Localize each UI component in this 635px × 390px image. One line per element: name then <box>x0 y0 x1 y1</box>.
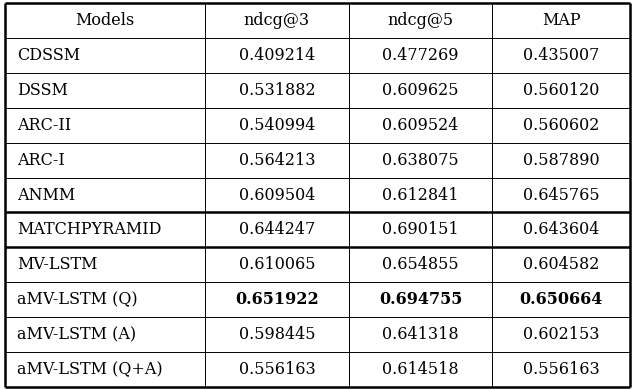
Text: 0.602153: 0.602153 <box>523 326 599 343</box>
Text: DSSM: DSSM <box>17 82 68 99</box>
Text: 0.540994: 0.540994 <box>239 117 315 134</box>
Text: CDSSM: CDSSM <box>17 47 80 64</box>
Text: 0.645765: 0.645765 <box>523 186 599 204</box>
Text: 0.654855: 0.654855 <box>382 256 459 273</box>
Text: 0.650664: 0.650664 <box>519 291 603 308</box>
Text: ARC-I: ARC-I <box>17 152 65 168</box>
Text: 0.609625: 0.609625 <box>382 82 459 99</box>
Text: 0.598445: 0.598445 <box>239 326 315 343</box>
Text: 0.610065: 0.610065 <box>239 256 315 273</box>
Text: MV-LSTM: MV-LSTM <box>17 256 98 273</box>
Text: ndcg@3: ndcg@3 <box>244 12 310 29</box>
Text: 0.435007: 0.435007 <box>523 47 599 64</box>
Text: 0.612841: 0.612841 <box>382 186 459 204</box>
Text: 0.690151: 0.690151 <box>382 222 459 238</box>
Text: 0.409214: 0.409214 <box>239 47 315 64</box>
Text: aMV-LSTM (Q): aMV-LSTM (Q) <box>17 291 138 308</box>
Text: 0.531882: 0.531882 <box>239 82 315 99</box>
Text: 0.560120: 0.560120 <box>523 82 599 99</box>
Text: 0.643604: 0.643604 <box>523 222 599 238</box>
Text: 0.556163: 0.556163 <box>523 361 599 378</box>
Text: MATCHPYRAMID: MATCHPYRAMID <box>17 222 161 238</box>
Text: MAP: MAP <box>542 12 580 29</box>
Text: 0.644247: 0.644247 <box>239 222 315 238</box>
Text: 0.609504: 0.609504 <box>239 186 315 204</box>
Text: ANMM: ANMM <box>17 186 76 204</box>
Text: 0.694755: 0.694755 <box>379 291 462 308</box>
Text: aMV-LSTM (A): aMV-LSTM (A) <box>17 326 136 343</box>
Text: 0.651922: 0.651922 <box>235 291 319 308</box>
Text: ARC-II: ARC-II <box>17 117 71 134</box>
Text: 0.556163: 0.556163 <box>239 361 315 378</box>
Text: 0.614518: 0.614518 <box>382 361 459 378</box>
Text: Models: Models <box>76 12 135 29</box>
Text: 0.641318: 0.641318 <box>382 326 459 343</box>
Text: 0.560602: 0.560602 <box>523 117 599 134</box>
Text: 0.564213: 0.564213 <box>239 152 315 168</box>
Text: aMV-LSTM (Q+A): aMV-LSTM (Q+A) <box>17 361 163 378</box>
Text: 0.477269: 0.477269 <box>382 47 459 64</box>
Text: 0.604582: 0.604582 <box>523 256 599 273</box>
Text: ndcg@5: ndcg@5 <box>387 12 453 29</box>
Text: 0.609524: 0.609524 <box>382 117 458 134</box>
Text: 0.587890: 0.587890 <box>523 152 599 168</box>
Text: 0.638075: 0.638075 <box>382 152 459 168</box>
